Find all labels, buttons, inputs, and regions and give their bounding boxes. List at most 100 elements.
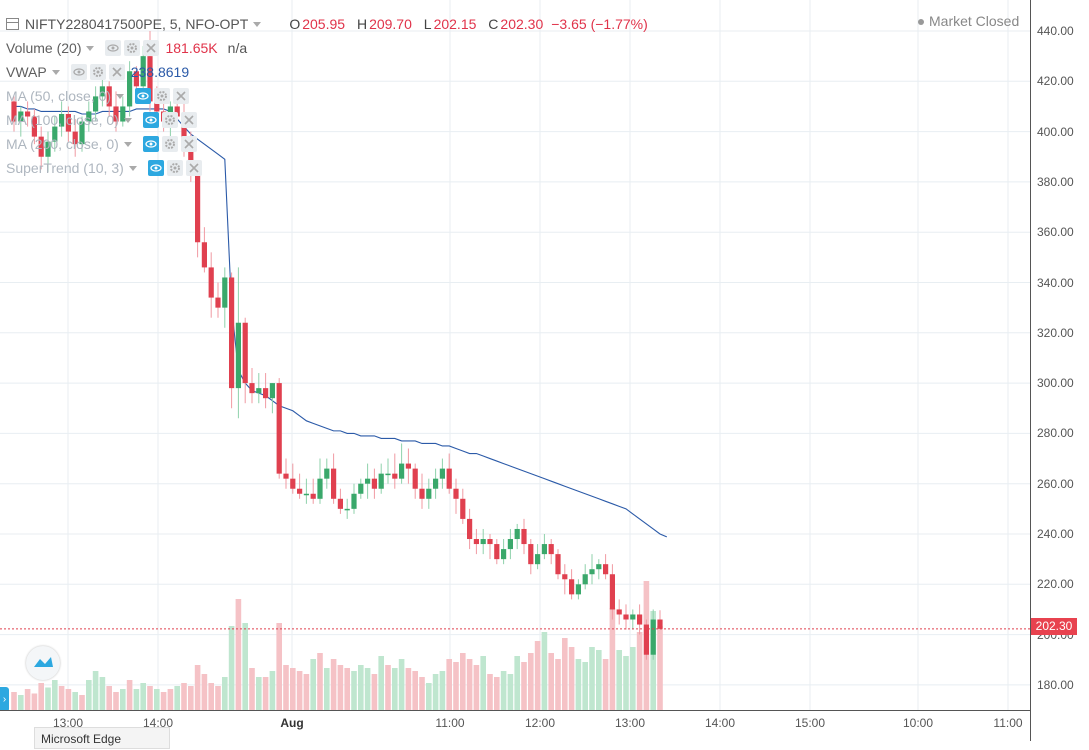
candle-body (351, 493, 357, 509)
gear-icon[interactable] (154, 88, 171, 104)
candle-body (45, 141, 51, 157)
volume-bar (412, 671, 418, 710)
volume-bar (269, 671, 276, 710)
price-tick-label: 360.00 (1037, 225, 1074, 240)
price-tick-label: 380.00 (1037, 174, 1074, 189)
chevron-down-icon[interactable] (116, 93, 125, 99)
price-tick-label: 300.00 (1037, 376, 1074, 391)
time-axis[interactable]: 13:00 14:00 Aug 11:00 12:00 13:00 14:00 15:00 10… (0, 710, 1030, 742)
price-tick-label: 240.00 (1037, 527, 1074, 541)
volume-bar (330, 659, 337, 710)
gear-icon[interactable] (89, 64, 106, 80)
candle-body (541, 544, 547, 555)
close-icon[interactable] (173, 88, 190, 104)
chevron-down-icon[interactable] (123, 141, 132, 147)
volume-bar (235, 599, 242, 710)
gear-icon[interactable] (161, 136, 178, 152)
close-icon[interactable] (185, 160, 202, 176)
close-icon[interactable] (143, 40, 160, 56)
candle-body (140, 56, 146, 87)
ma200-study-row[interactable]: MA (200, close, 0) (6, 132, 648, 156)
candle-body (405, 463, 411, 469)
candle-body (59, 113, 65, 127)
volume-study-row[interactable]: Volume (20) 181.65K n/a (6, 36, 648, 60)
chevron-down-icon[interactable] (123, 117, 132, 123)
chevron-down-icon[interactable] (253, 21, 262, 27)
price-axis[interactable]: 440.00 420.00 400.00 380.00 360.00 340.00 320.… (1030, 0, 1089, 741)
volume-bar (460, 653, 466, 710)
volume-bar (126, 680, 133, 710)
time-tick-label: 12:00 (524, 716, 556, 730)
taskbar-tooltip: Microsoft Edge (34, 727, 170, 749)
close-icon[interactable] (108, 64, 125, 80)
price-tick-label: 440.00 (1037, 24, 1074, 38)
eye-icon[interactable] (147, 160, 164, 176)
time-tick-label: 15:00 (794, 716, 826, 730)
gear-icon[interactable] (124, 40, 141, 56)
ma100-study-row[interactable]: MA (100, close, 0) (6, 108, 648, 132)
close-icon[interactable] (180, 136, 197, 152)
volume-bar (188, 686, 194, 710)
tradingview-logo-icon[interactable] (26, 646, 60, 680)
symbol-title[interactable]: NIFTY2280417500PE, 5, NFO-OPT (25, 16, 249, 32)
volume-extra: n/a (227, 40, 248, 56)
ma50-label: MA (50, close, 0) (6, 88, 112, 104)
candle-body (303, 493, 309, 496)
volume-bar (534, 641, 541, 710)
candle-body (195, 171, 201, 243)
candle-body (480, 539, 486, 545)
gear-icon[interactable] (161, 112, 178, 128)
candle-body (127, 71, 133, 107)
volume-bar (636, 632, 643, 710)
candle-body (548, 544, 554, 555)
chevron-down-icon[interactable] (128, 165, 137, 171)
volume-bar (582, 662, 588, 710)
price-tick-label: 400.00 (1037, 124, 1074, 139)
candle-body (86, 111, 92, 122)
gear-icon[interactable] (166, 160, 183, 176)
volume-bar (181, 683, 187, 710)
candle-body (72, 131, 78, 145)
volume-bar (630, 647, 636, 710)
volume-bar (303, 674, 310, 710)
eye-icon[interactable] (105, 40, 122, 56)
volume-bar (296, 671, 303, 710)
volume-bar (317, 653, 323, 710)
eye-icon[interactable] (70, 64, 87, 80)
expand-panel-handle[interactable]: › (0, 687, 9, 712)
ma50-study-row[interactable]: MA (50, close, 0) (6, 84, 648, 108)
volume-bar (351, 671, 357, 710)
eye-icon[interactable] (142, 112, 159, 128)
volume-bar (494, 677, 500, 710)
price-chart[interactable] (0, 0, 1030, 710)
candle-body (650, 619, 656, 655)
vwap-study-row[interactable]: VWAP 238.8619 (6, 60, 648, 84)
candle-body (582, 574, 588, 585)
candle-body (596, 564, 602, 570)
volume-bar (426, 683, 432, 710)
close-icon[interactable] (180, 112, 197, 128)
volume-bar (541, 632, 548, 710)
volume-bar (310, 659, 316, 710)
candle-body (385, 473, 391, 476)
chart-icon[interactable] (6, 18, 19, 30)
candle-body (473, 539, 479, 545)
eye-icon[interactable] (135, 88, 152, 104)
volume-bar (79, 695, 85, 710)
chevron-down-icon[interactable] (51, 69, 60, 75)
eye-icon[interactable] (142, 136, 159, 152)
candle-body (623, 614, 629, 620)
candle-body (494, 544, 500, 560)
chevron-down-icon[interactable] (86, 45, 95, 51)
time-tick-label: 14:00 (142, 716, 174, 730)
last-price-label: 202.30 (1031, 618, 1077, 635)
candle-body (222, 277, 228, 308)
volume-bar (500, 671, 507, 710)
candle-body (467, 518, 473, 540)
volume-bar (256, 677, 262, 710)
time-tick-label: 11:00 (435, 716, 465, 730)
supertrend-study-row[interactable]: SuperTrend (10, 3) (6, 156, 648, 180)
